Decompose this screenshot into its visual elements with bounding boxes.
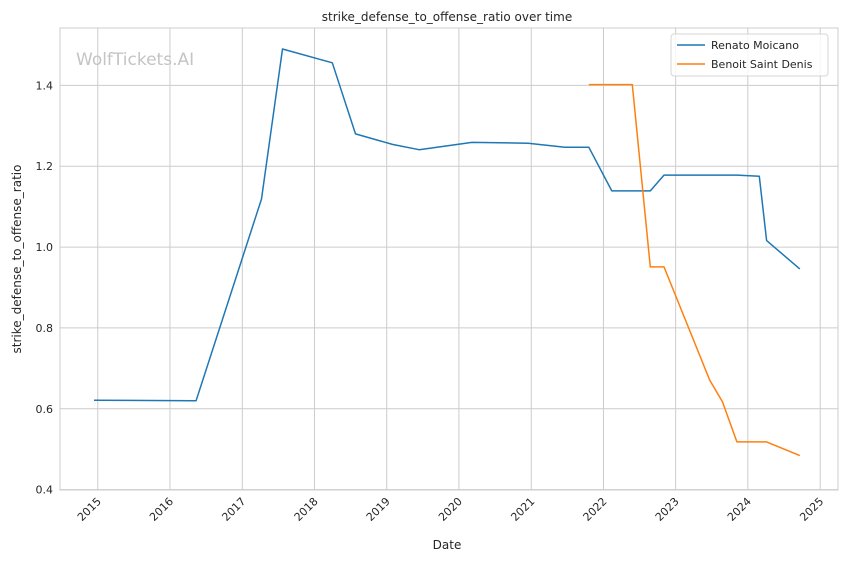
x-tick-label: 2020 (436, 495, 465, 524)
x-tick-labels: 2015 2016 2017 2018 2019 2020 2021 2022 2023 2024… (75, 495, 826, 524)
series-group (94, 49, 800, 456)
series-line-benoit-saint-denis (589, 85, 800, 456)
x-tick-label: 2019 (364, 495, 393, 524)
y-tick-label: 0.6 (36, 403, 54, 416)
x-tick-label: 2025 (797, 495, 826, 524)
y-tick-label: 1.4 (36, 79, 54, 92)
x-tick-label: 2023 (653, 495, 682, 524)
y-tick-label: 0.8 (36, 322, 54, 335)
y-tick-label: 0.4 (36, 484, 54, 497)
x-tick-label: 2016 (147, 495, 176, 524)
plot-frame (60, 28, 838, 490)
x-tick-label: 2024 (725, 495, 754, 524)
x-tick-label: 2018 (292, 495, 321, 524)
series-line-renato-moicano (94, 49, 800, 401)
legend: Renato Moicano Benoit Saint Denis (671, 34, 828, 76)
legend-label-benoit: Benoit Saint Denis (711, 58, 813, 71)
x-tick-label: 2015 (75, 495, 104, 524)
legend-label-renato: Renato Moicano (711, 39, 799, 52)
x-tick-label: 2022 (581, 495, 610, 524)
y-tick-label: 1.2 (36, 160, 54, 173)
x-tick-label: 2021 (508, 495, 537, 524)
x-tick-label: 2017 (219, 495, 248, 524)
grid (60, 28, 838, 490)
chart-title: strike_defense_to_offense_ratio over tim… (322, 10, 572, 24)
y-tick-label: 1.0 (36, 241, 54, 254)
watermark: WolfTickets.AI (76, 50, 194, 70)
x-axis-label: Date (433, 538, 462, 552)
y-tick-labels: 0.4 0.6 0.8 1.0 1.2 1.4 (36, 79, 54, 496)
y-axis-label: strike_defense_to_offense_ratio (10, 165, 24, 354)
